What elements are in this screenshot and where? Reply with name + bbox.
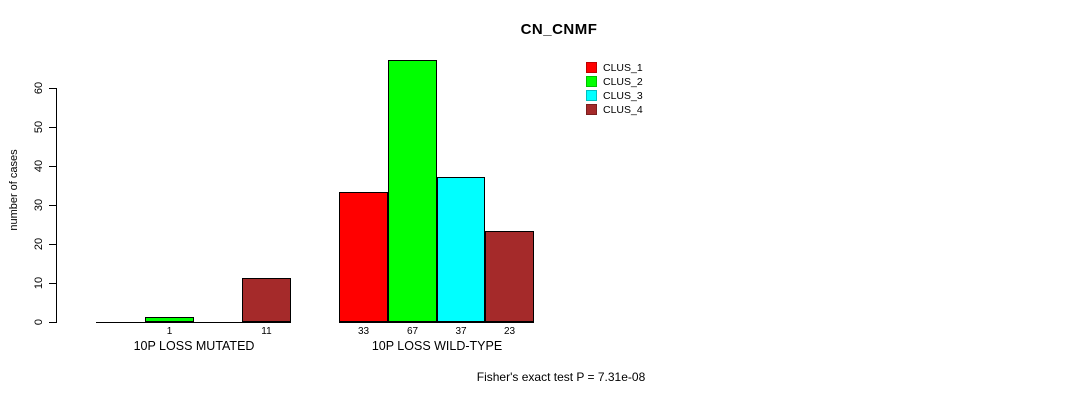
- y-tick-label: 50: [33, 120, 45, 134]
- bar-value-label: 67: [406, 326, 419, 337]
- legend-label: CLUS_1: [603, 62, 643, 74]
- group-baseline: [96, 322, 291, 323]
- clus-3-color-swatch: [586, 90, 597, 101]
- legend-label: CLUS_3: [603, 90, 643, 102]
- group-baseline: [339, 322, 534, 323]
- bar-value-label: 23: [503, 326, 516, 337]
- clus-2-color-swatch: [586, 76, 597, 87]
- y-axis-line: [56, 88, 57, 323]
- bar-CLUS_2: [388, 60, 437, 322]
- bar-value-label: 11: [261, 326, 272, 337]
- bar-value-label: 1: [166, 326, 173, 337]
- y-tick: [49, 127, 56, 128]
- y-tick-label: 20: [33, 237, 45, 251]
- legend-label: CLUS_4: [603, 104, 643, 116]
- x-category-label: 10P LOSS MUTATED: [133, 339, 255, 353]
- y-tick: [49, 166, 56, 167]
- bar-CLUS_3: [437, 177, 485, 322]
- y-tick: [49, 244, 56, 245]
- y-tick-label: 40: [33, 159, 45, 173]
- y-tick: [49, 322, 56, 323]
- y-tick-label: 60: [33, 81, 45, 95]
- legend-label: CLUS_2: [603, 76, 643, 88]
- y-tick-label: 30: [33, 198, 45, 212]
- y-tick: [49, 283, 56, 284]
- chart-title: CN_CNMF: [520, 21, 598, 38]
- x-category-label: 10P LOSS WILD-TYPE: [371, 339, 503, 353]
- y-tick-label: 10: [33, 276, 45, 290]
- stat-annotation: Fisher's exact test P = 7.31e-08: [476, 370, 646, 384]
- y-axis-label: number of cases: [8, 149, 20, 231]
- bar-CLUS_1: [339, 192, 388, 322]
- bar-CLUS_4: [485, 231, 534, 322]
- bar-value-label: 37: [455, 326, 467, 337]
- y-tick-label: 0: [33, 318, 45, 326]
- bar-CLUS_2: [145, 317, 194, 322]
- y-tick: [49, 205, 56, 206]
- bar-value-label: 33: [357, 326, 370, 337]
- bar-CLUS_4: [242, 278, 291, 322]
- y-tick: [49, 88, 56, 89]
- clus-1-color-swatch: [586, 62, 597, 73]
- clus-4-color-swatch: [586, 104, 597, 115]
